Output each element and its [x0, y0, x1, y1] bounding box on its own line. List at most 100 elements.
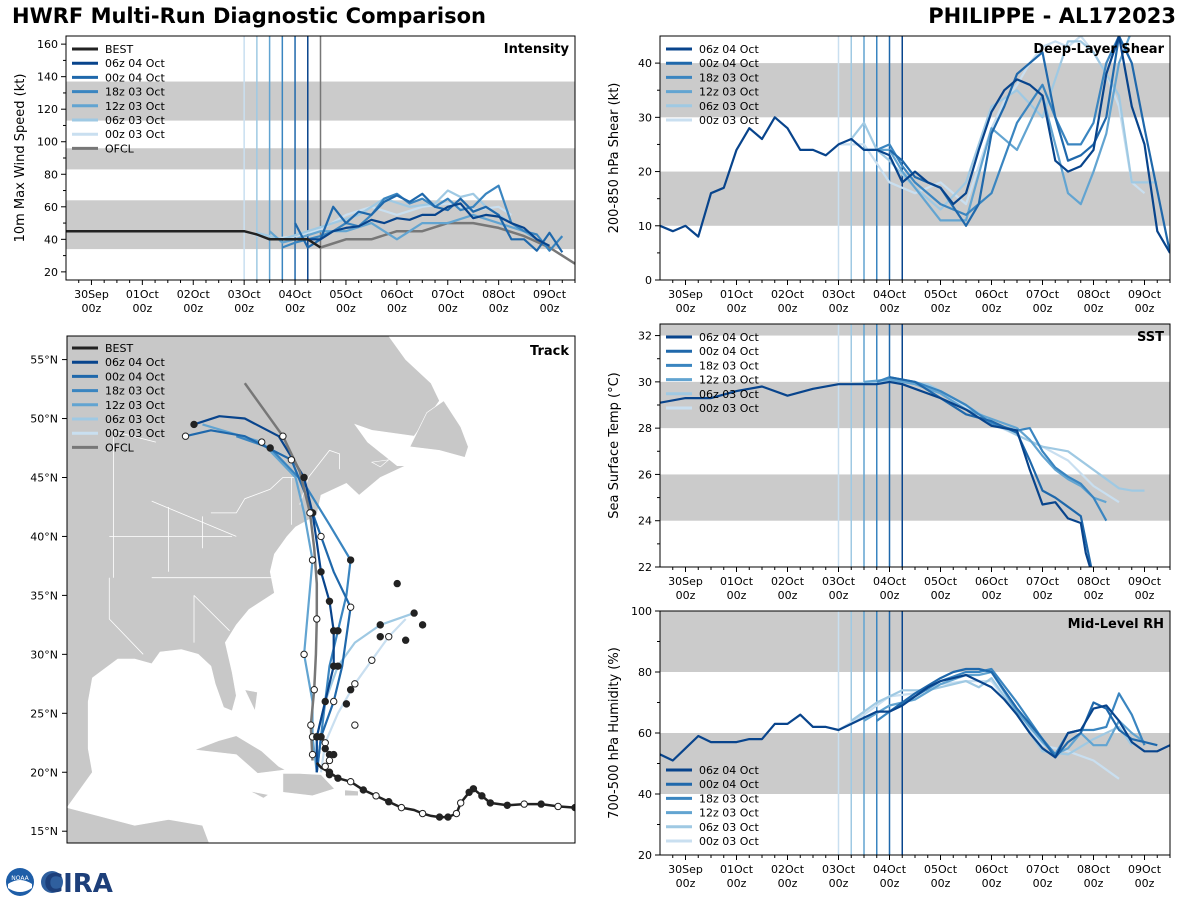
track-position-best-open-6	[372, 792, 380, 800]
intensity-xtick-hour-5: 00z	[336, 302, 356, 315]
shear-ytick-label-40: 40	[638, 57, 652, 70]
track-position-best-filled-3	[486, 799, 495, 807]
track-position-best-filled-11	[325, 768, 334, 776]
track-position-06z-04-oct-8	[190, 420, 198, 429]
track-position-06z-04-oct-1	[321, 697, 329, 706]
track-lat-label-30: 30°N	[30, 648, 58, 661]
shear-xtick-label-4: 04Oct	[873, 288, 907, 301]
track-legend-label-best: BEST	[105, 342, 133, 355]
shear-series-12z-03-oct	[864, 36, 1131, 222]
sst-xtick-hour-0: 00z	[676, 589, 696, 602]
track-position-best-open-4	[418, 809, 427, 818]
track-position-best-open-1	[520, 800, 528, 808]
track-legend-label-06z-03-oct: 06z 03 Oct	[105, 413, 165, 426]
sst-xtick-hour-4: 00z	[880, 589, 900, 602]
intensity-xtick-label-3: 03Oct	[228, 288, 262, 301]
track-position-misc-filled-6	[321, 744, 329, 753]
land-mass-5	[344, 789, 359, 797]
sst-series-06z-04-oct	[660, 380, 1092, 567]
rh-xtick-label-6: 06Oct	[975, 863, 1009, 876]
shear-xtick-hour-5: 00z	[931, 302, 951, 315]
rh-xtick-hour-0: 00z	[676, 877, 696, 890]
sst-xtick-hour-9: 00z	[1135, 589, 1155, 602]
rh-xtick-hour-5: 00z	[931, 877, 951, 890]
sst-plot-area	[660, 324, 1170, 567]
intensity-ytick-label-80: 80	[44, 168, 58, 181]
rh-xtick-hour-4: 00z	[880, 877, 900, 890]
track-position-misc-open-0	[351, 721, 359, 729]
intensity-legend-label-00z-04-oct: 00z 04 Oct	[105, 71, 165, 84]
intensity-xtick-label-2: 02Oct	[177, 288, 211, 301]
land-mass-7	[67, 807, 237, 843]
rh-ytick-label-80: 80	[638, 666, 652, 679]
track-position-12z-03-oct-2	[308, 556, 317, 564]
sst-xtick-label-0: 30Sep	[668, 575, 703, 588]
rh-ytick-label-60: 60	[638, 727, 652, 740]
track-title: Track	[530, 344, 569, 359]
sst-ytick-label-28: 28	[638, 422, 652, 435]
intensity-legend-label-06z-04-oct: 06z 04 Oct	[105, 57, 165, 70]
track-position-misc-open-3	[308, 750, 317, 759]
track-legend-label-18z-03-oct: 18z 03 Oct	[105, 385, 165, 398]
track-position-best-open-3	[452, 809, 461, 818]
track-position-06z-04-oct-7	[300, 473, 308, 482]
intensity-xtick-hour-0: 00z	[82, 302, 102, 315]
shear-xtick-hour-9: 00z	[1135, 302, 1155, 315]
track-legend-label-12z-03-oct: 12z 03 Oct	[105, 399, 165, 412]
shear-xtick-hour-6: 00z	[982, 302, 1002, 315]
rh-xtick-hour-1: 00z	[727, 877, 747, 890]
shear-legend-label-06z-04-oct: 06z 04 Oct	[699, 43, 759, 56]
sst-xtick-label-7: 07Oct	[1026, 575, 1060, 588]
intensity-ytick-label-60: 60	[44, 201, 58, 214]
shear-xtick-label-7: 07Oct	[1026, 288, 1060, 301]
track-lat-label-35: 35°N	[30, 589, 58, 602]
rh-xtick-hour-9: 00z	[1135, 877, 1155, 890]
shear-xtick-hour-3: 00z	[829, 302, 849, 315]
shear-legend-label-12z-03-oct: 12z 03 Oct	[699, 86, 759, 99]
rh-plot-area	[660, 611, 1170, 855]
rh-ytick-label-20: 20	[638, 849, 652, 862]
intensity-xtick-hour-4: 00z	[285, 302, 305, 315]
track-position-misc-filled-0	[393, 579, 401, 588]
sst-ytick-label-30: 30	[638, 376, 652, 389]
track-position-misc-open-1	[325, 756, 334, 765]
intensity-ytick-label-20: 20	[44, 266, 58, 279]
track-position-best-filled-6	[465, 788, 473, 796]
cira-logo: NOAA CIRA	[6, 868, 113, 898]
shear-xtick-label-2: 02Oct	[771, 288, 805, 301]
track-position-best-open-0	[554, 802, 562, 811]
track-position-00z-03-oct-3	[385, 632, 393, 641]
cira-logo-text: CIRA	[44, 869, 113, 898]
track-lat-label-20: 20°N	[30, 766, 58, 779]
sst-ytick-label-22: 22	[638, 561, 652, 574]
sst-xtick-hour-1: 00z	[727, 589, 747, 602]
state-border-0	[109, 429, 156, 443]
rh-band-1	[660, 611, 1170, 672]
shear-legend-label-00z-04-oct: 00z 04 Oct	[699, 57, 759, 70]
sst-xtick-hour-5: 00z	[931, 589, 951, 602]
shear-xtick-label-6: 06Oct	[975, 288, 1009, 301]
track-position-00z-04-oct-3	[317, 532, 325, 541]
intensity-ytick-label-40: 40	[44, 233, 58, 246]
sst-xtick-label-5: 05Oct	[924, 575, 958, 588]
sst-band-0	[660, 474, 1170, 521]
track-position-00z-04-oct-2	[346, 603, 355, 611]
sst-title: SST	[1137, 330, 1164, 345]
track-legend-label-00z-04-oct: 00z 04 Oct	[105, 370, 165, 383]
intensity-xtick-label-6: 06Oct	[380, 288, 414, 301]
track-position-06z-03-oct-2	[376, 621, 384, 629]
track-legend-label-00z-03-oct: 00z 03 Oct	[105, 427, 165, 440]
track-position-18z-03-oct-3	[266, 444, 274, 452]
intensity-xtick-hour-6: 00z	[387, 302, 407, 315]
track-position-best-open-5	[397, 803, 406, 812]
sst-xtick-hour-7: 00z	[1033, 589, 1053, 602]
intensity-ylabel: 10m Max Wind Speed (kt)	[13, 74, 28, 243]
shear-xtick-label-5: 05Oct	[924, 288, 958, 301]
intensity-xtick-hour-9: 00z	[540, 302, 560, 315]
shear-ytick-label-0: 0	[645, 274, 652, 287]
track-position-best-filled-9	[385, 798, 393, 806]
sst-legend-label-00z-04-oct: 00z 04 Oct	[699, 345, 759, 358]
shear-ytick-label-20: 20	[638, 166, 652, 179]
